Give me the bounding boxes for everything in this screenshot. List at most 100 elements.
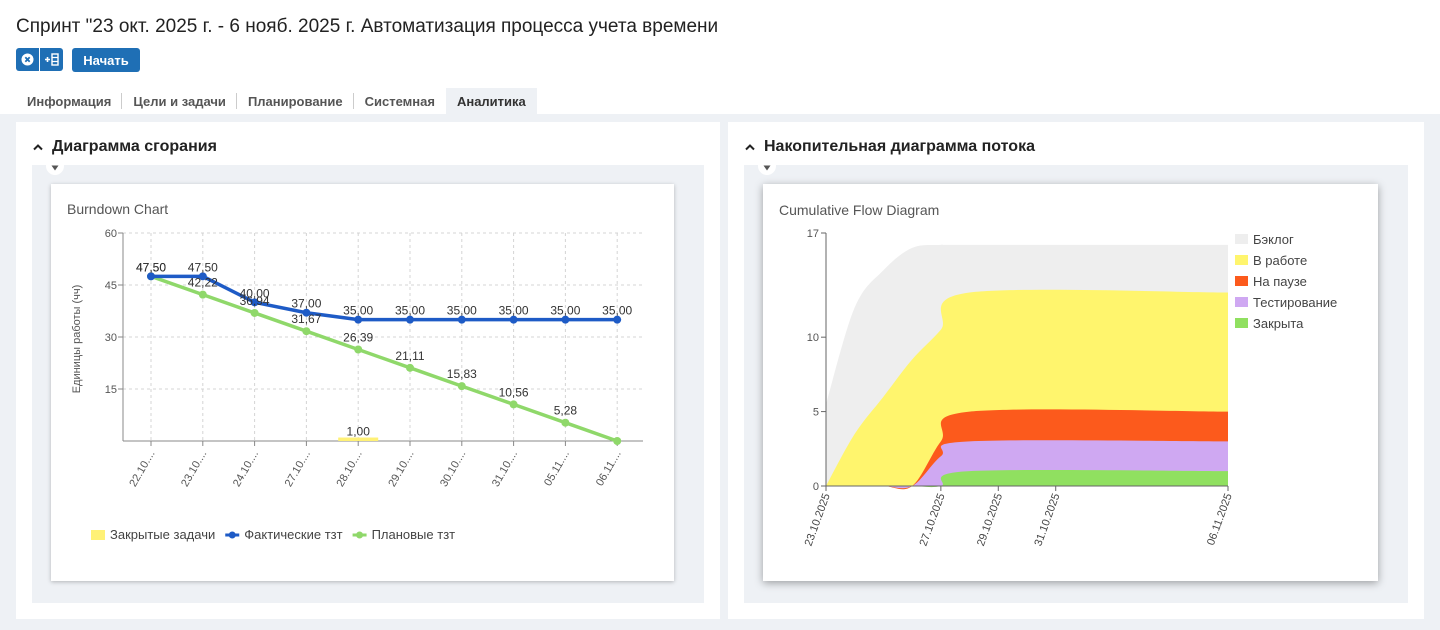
actual-point: [561, 315, 570, 324]
burndown-chart: Burndown Chart Единицы работы (чч) 60 45 3…: [67, 201, 643, 542]
cfd-y-tick-label: 5: [813, 407, 819, 419]
cfd-panel-title: Накопительная диаграмма потока: [764, 138, 1035, 155]
chevron-up-icon[interactable]: [744, 143, 764, 151]
page-header: Спринт "23 окт. 2025 г. - 6 нояб. 2025 г…: [0, 0, 1440, 114]
planned-point: [406, 363, 414, 372]
add-to-list-icon[interactable]: [40, 48, 63, 71]
planned-point: [302, 327, 311, 336]
cfd-y-tick-label: 17: [807, 228, 819, 240]
burndown-y-axis-label: Единицы работы (чч): [71, 285, 83, 394]
actual-point: [406, 315, 414, 324]
cfd-chart: Cumulative Flow Diagram 17 10 5 0 23.10.202…: [779, 202, 1337, 548]
cfd-legend-closed-label[interactable]: Закрыта: [1253, 316, 1304, 331]
planned-data-label: 5,28: [554, 404, 578, 418]
action-icon-group: [16, 48, 63, 71]
planned-point: [509, 400, 518, 409]
y-tick-label: 30: [105, 332, 117, 344]
legend-actual-label[interactable]: Фактические тзт: [244, 527, 342, 542]
legend-planned-label[interactable]: Плановые тзт: [372, 527, 456, 542]
cfd-y-tick-label: 0: [813, 481, 819, 493]
actual-point: [509, 315, 518, 324]
burndown-panel-title: Диаграмма сгорания: [52, 138, 217, 155]
burndown-panel-header[interactable]: Диаграмма сгорания: [32, 138, 217, 156]
tab-planning[interactable]: Планирование: [237, 88, 354, 114]
planned-point: [561, 418, 570, 427]
planned-data-label: 31,67: [291, 312, 321, 326]
cfd-legend-backlog-label[interactable]: Бэклог: [1253, 232, 1294, 247]
actual-point: [354, 315, 363, 324]
close-circle-icon[interactable]: [16, 48, 39, 71]
x-tick-label: 30.10....: [438, 449, 468, 489]
cfd-legend-testing-label[interactable]: Тестирование: [1253, 295, 1337, 310]
actual-data-label: 35,00: [499, 304, 529, 318]
planned-data-label: 36,94: [240, 294, 270, 308]
cfd-legend-closed-swatch: [1235, 318, 1248, 328]
planned-data-label: 26,39: [343, 331, 373, 345]
cfd-legend-backlog-swatch: [1235, 234, 1248, 244]
actual-line: [151, 274, 618, 322]
chevron-up-icon[interactable]: [32, 143, 52, 151]
actual-point: [147, 272, 155, 281]
planned-point: [613, 437, 622, 445]
actual-data-label: 35,00: [395, 304, 425, 318]
actual-data-label: 47,50: [136, 260, 166, 274]
x-tick-label: 06.11....: [594, 449, 624, 489]
cfd-legend-in-progress-label[interactable]: В работе: [1253, 253, 1307, 268]
planned-point: [457, 382, 466, 391]
planned-data-label: 21,11: [395, 349, 424, 363]
cfd-x-tick-label: 06.11.2025: [1205, 492, 1235, 547]
actual-data-label: 47,50: [188, 260, 218, 274]
cfd-chart-card: Cumulative Flow Diagram 17 10 5 0 23.10.202…: [763, 184, 1378, 581]
legend-closed-tasks-label[interactable]: Закрытые задачи: [110, 527, 215, 542]
legend-planned-marker: [356, 531, 364, 539]
y-tick-label: 60: [105, 228, 117, 240]
caret-down-icon[interactable]: [758, 161, 776, 175]
page-title: Спринт "23 окт. 2025 г. - 6 нояб. 2025 г…: [16, 16, 719, 37]
bar-data-label: 1,00: [347, 425, 371, 439]
tab-system[interactable]: Системная: [364, 93, 435, 109]
planned-point: [198, 290, 207, 299]
actual-data-label: 35,00: [447, 304, 477, 318]
cfd-x-tick-label: 31.10.2025: [1032, 492, 1062, 548]
start-button[interactable]: Начать: [72, 48, 140, 72]
actual-point: [198, 272, 207, 281]
burndown-panel: Диаграмма сгорания Burndown Chart Единиц…: [16, 122, 720, 619]
legend-closed-tasks-swatch: [91, 530, 105, 540]
planned-data-label: 42,22: [188, 276, 218, 290]
cfd-legend-testing-swatch: [1235, 297, 1248, 307]
actual-point: [457, 315, 466, 324]
actual-data-label: 35,00: [343, 304, 373, 318]
cfd-x-tick-label: 29.10.2025: [975, 492, 1005, 548]
tab-information[interactable]: Информация: [16, 88, 123, 114]
burndown-chart-card: Burndown Chart Единицы работы (чч) 60 45 3…: [51, 184, 674, 581]
tab-analytics[interactable]: Аналитика: [445, 88, 537, 114]
x-tick-label: 05.11....: [542, 449, 572, 489]
x-tick-label: 31.10....: [490, 449, 520, 489]
burndown-chart-title: Burndown Chart: [67, 201, 168, 217]
cfd-panel-header[interactable]: Накопительная диаграмма потока: [744, 138, 1035, 156]
caret-down-icon[interactable]: [46, 161, 64, 175]
y-tick-label: 45: [105, 280, 117, 292]
actual-data-label: 35,00: [550, 304, 580, 318]
x-tick-label: 22.10....: [127, 449, 157, 489]
x-tick-label: 23.10....: [179, 449, 209, 489]
actual-data-label: 40,00: [240, 286, 270, 300]
cfd-area-closed: [826, 470, 1228, 488]
legend-actual-marker: [228, 531, 236, 539]
y-tick-label: 15: [105, 384, 117, 396]
actual-data-label: 35,00: [602, 304, 632, 318]
x-tick-label: 24.10....: [231, 449, 261, 489]
planned-line: [150, 274, 618, 443]
closed-tasks-bar: [338, 437, 379, 441]
planned-point: [250, 308, 259, 317]
actual-point: [613, 315, 622, 324]
actual-data-label: 37,00: [291, 297, 321, 311]
planned-point: [354, 345, 363, 354]
tab-goals-and-tasks[interactable]: Цели и задачи: [122, 88, 237, 114]
planned-data-label: 47,50: [136, 260, 166, 274]
x-tick-label: 27.10....: [283, 449, 313, 489]
planned-data-label: 10,56: [499, 385, 529, 399]
cfd-legend-paused-label[interactable]: На паузе: [1253, 274, 1307, 289]
tab-bar: Информация Цели и задачи Планирование Си…: [16, 88, 537, 114]
cfd-y-tick-label: 10: [807, 332, 819, 344]
